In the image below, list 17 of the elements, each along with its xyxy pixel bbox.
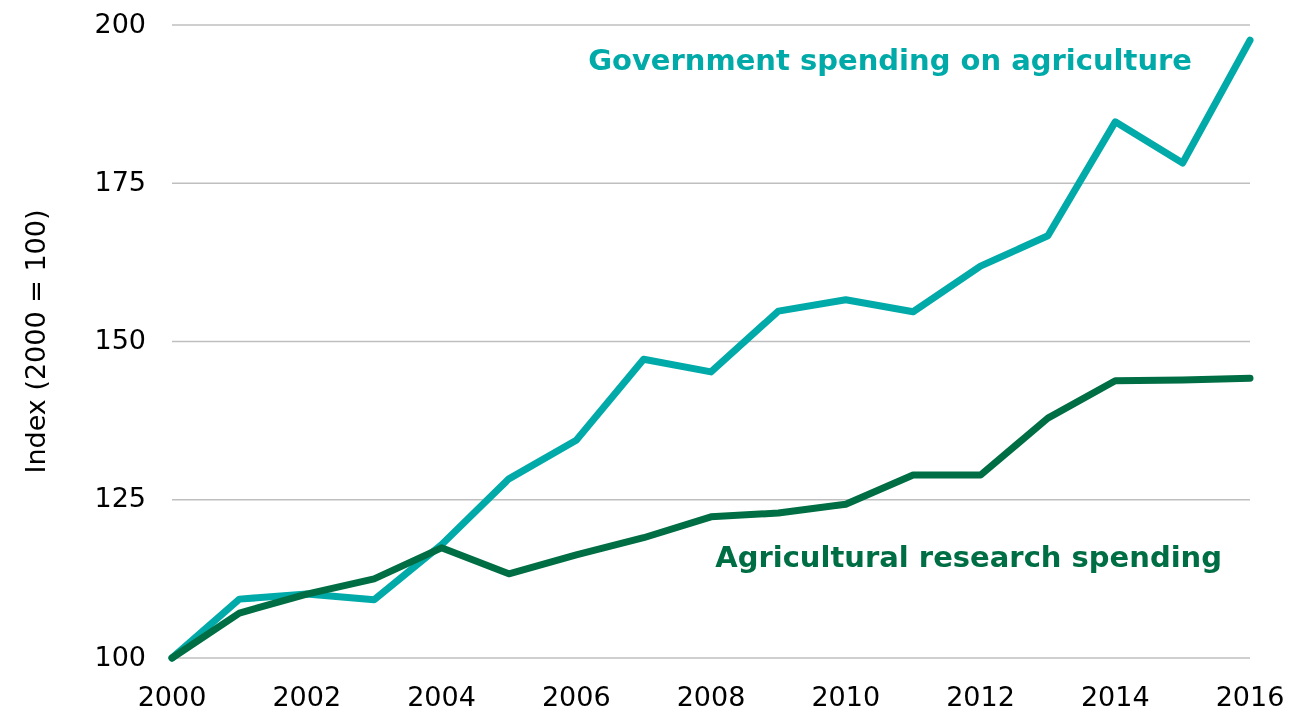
x-tick-label: 2006 bbox=[541, 681, 611, 712]
x-tick-label: 2014 bbox=[1080, 681, 1150, 712]
x-tick-label: 2004 bbox=[407, 681, 476, 712]
series-label: Agricultural research spending bbox=[715, 540, 1222, 575]
x-tick-label: 2012 bbox=[946, 681, 1015, 712]
x-tick-label: 2016 bbox=[1215, 681, 1285, 712]
x-tick-label: 2010 bbox=[811, 681, 881, 712]
y-tick-label: 150 bbox=[94, 324, 146, 355]
y-tick-label: 175 bbox=[94, 165, 146, 197]
x-tick-label: 2002 bbox=[272, 681, 342, 712]
y-tick-label: 125 bbox=[94, 482, 146, 514]
x-tick-label: 2000 bbox=[137, 681, 207, 712]
y-tick-label: 100 bbox=[94, 640, 146, 672]
y-axis-title: Index (2000 = 100) bbox=[20, 209, 51, 474]
y-tick-label: 200 bbox=[94, 7, 146, 39]
x-tick-label: 2008 bbox=[676, 681, 746, 712]
series-label: Government spending on agriculture bbox=[588, 43, 1192, 78]
